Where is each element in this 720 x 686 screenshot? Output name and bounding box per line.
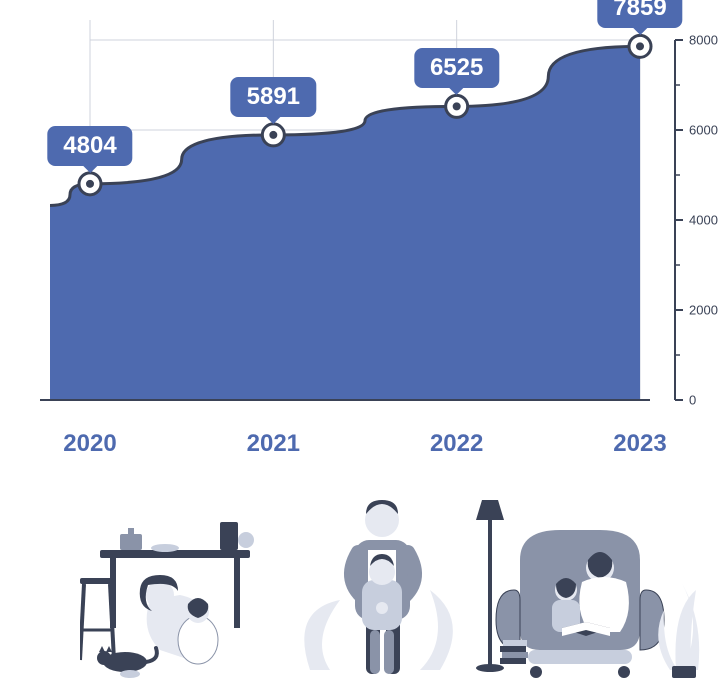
family-illustrations <box>0 480 720 686</box>
growth-area-chart: 4804 5891 6525 7859 2020 2021 2022 2023 0 2000 400… <box>0 0 720 480</box>
illustration-standing <box>300 480 460 680</box>
x-axis-label: 2020 <box>63 430 116 458</box>
value-badge: 4804 <box>47 126 132 166</box>
chart-canvas <box>0 0 720 480</box>
x-axis-label: 2022 <box>430 430 483 458</box>
y-axis-tick-label: 2000 <box>689 303 718 318</box>
x-axis-label: 2023 <box>613 430 666 458</box>
illustration-reading <box>470 490 710 680</box>
x-axis-label: 2021 <box>247 430 300 458</box>
value-badge: 7859 <box>597 0 682 28</box>
y-axis-tick-label: 4000 <box>689 213 718 228</box>
y-axis-tick-label: 0 <box>689 393 696 408</box>
value-badge: 6525 <box>414 48 499 88</box>
value-badge: 5891 <box>231 77 316 117</box>
y-axis-tick-label: 6000 <box>689 123 718 138</box>
y-axis-tick-label: 8000 <box>689 33 718 48</box>
illustration-kitchen <box>80 490 270 680</box>
